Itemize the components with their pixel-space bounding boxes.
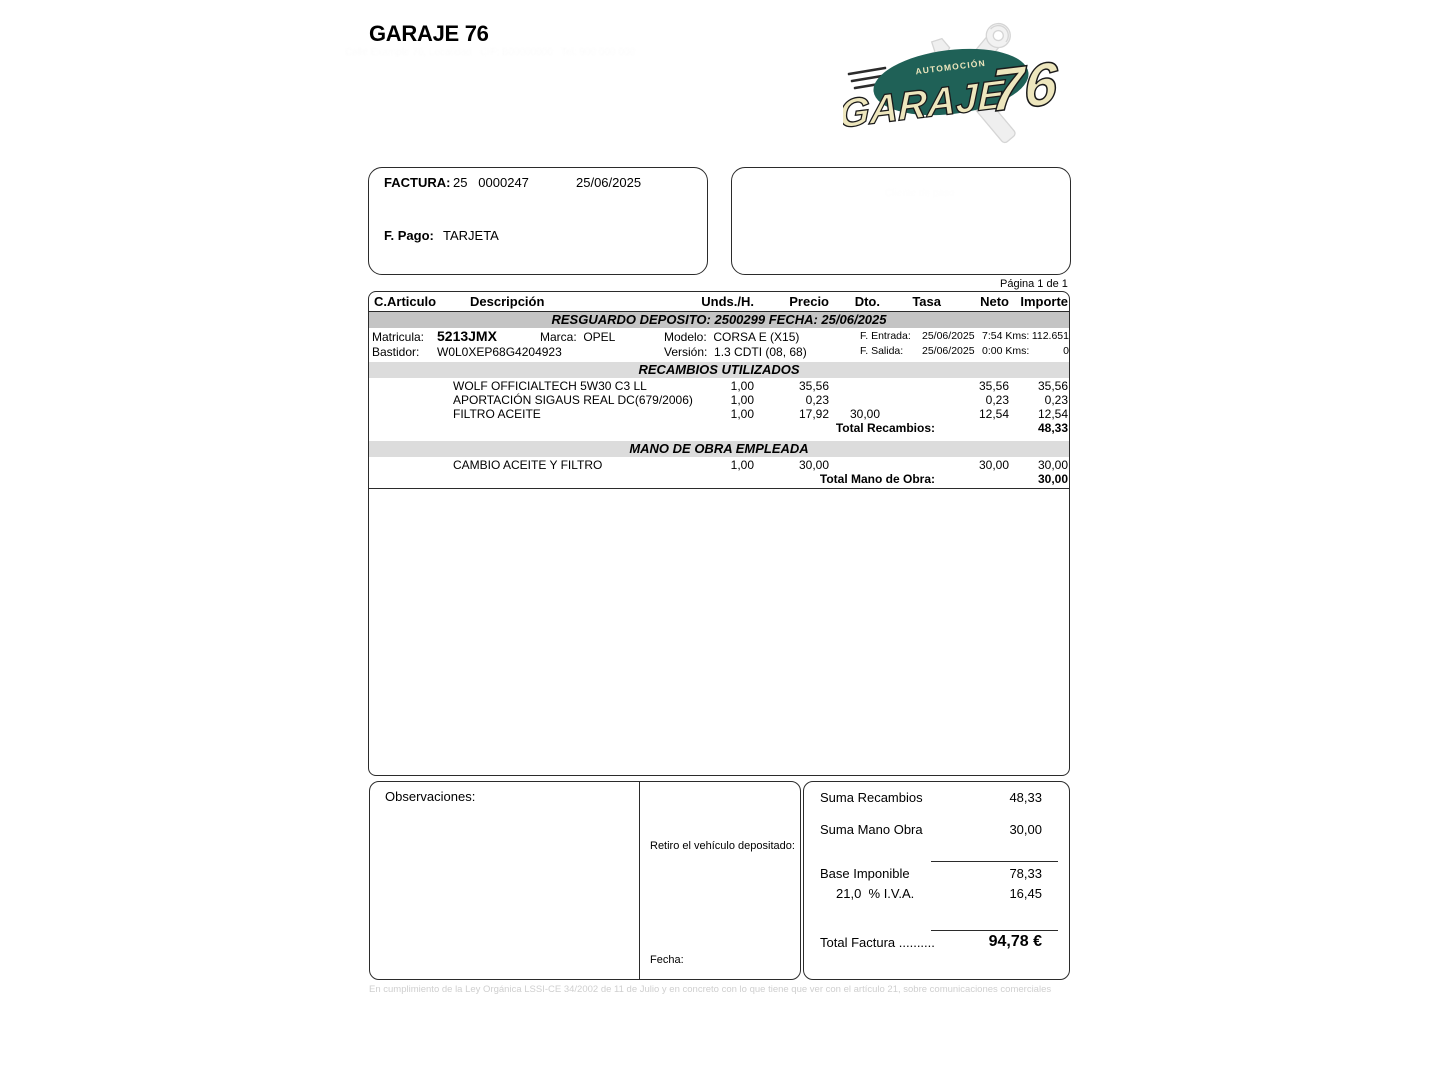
svg-text:GARAJE: GARAJE xyxy=(843,71,1006,137)
svg-text:76: 76 xyxy=(990,48,1058,125)
